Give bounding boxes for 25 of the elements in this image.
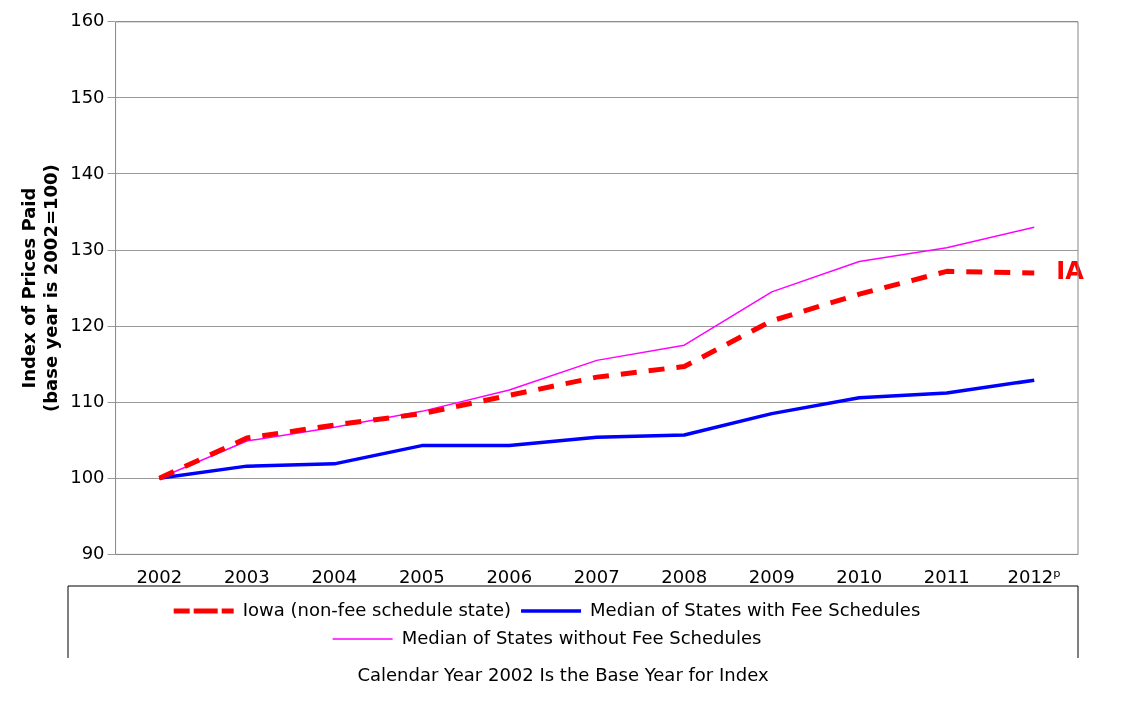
- x-tick-label: 2005: [398, 565, 445, 587]
- x-tick-label: 2011: [923, 565, 970, 587]
- legend-label: Iowa (non-fee schedule state): [242, 598, 512, 620]
- x-tick-label: 2012ᵖ: [1007, 565, 1062, 587]
- y-tick-label: 120: [70, 313, 105, 335]
- y-axis-title: Index of Prices Paid (base year is 2002=100): [18, 164, 62, 413]
- x-tick-label: 2002: [136, 565, 183, 587]
- x-tick-label: 2008: [661, 565, 708, 587]
- x-axis-title: Calendar Year 2002 Is the Base Year for Index: [356, 664, 770, 685]
- y-tick-label: 130: [70, 237, 105, 259]
- y-tick-label: 140: [70, 161, 105, 183]
- x-tick-label: 2009: [748, 565, 795, 587]
- legend-label: Median of States with Fee Schedules: [590, 598, 921, 620]
- y-tick-label: 160: [70, 9, 105, 31]
- x-tick-label: 2007: [573, 565, 620, 587]
- y-tick-label: 110: [70, 389, 105, 411]
- x-tick-label: 2004: [311, 565, 358, 587]
- y-tick-label: 150: [70, 85, 105, 107]
- x-tick-label: 2003: [223, 565, 270, 587]
- annotation: IA: [1056, 257, 1085, 286]
- x-tick-label: 2006: [486, 565, 533, 587]
- y-tick-label: 90: [81, 542, 105, 564]
- y-tick-label: 100: [70, 465, 105, 487]
- legend-label: Median of States without Fee Schedules: [401, 626, 762, 648]
- x-tick-label: 2010: [836, 565, 883, 587]
